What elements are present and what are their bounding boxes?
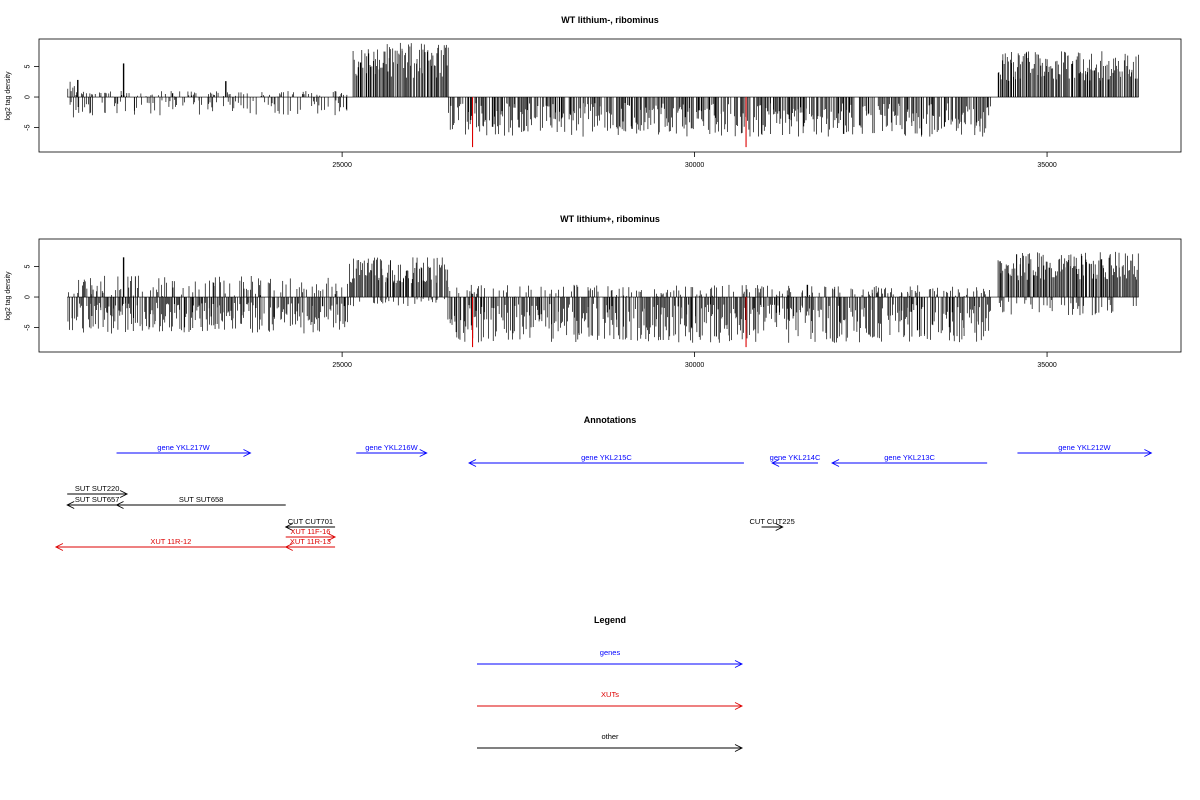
- feature-label: SUT SUT658: [179, 495, 223, 504]
- panel-2-title: WT lithium+, ribominus: [560, 214, 660, 224]
- feature-label: gene YKL217W: [157, 443, 210, 452]
- annotations-title: Annotations: [584, 415, 637, 425]
- legend-label: XUTs: [601, 690, 619, 699]
- annotation-features: gene YKL217W gene YKL216W gene YKL215C gene…: [54, 443, 1153, 551]
- legend-label: genes: [600, 648, 621, 657]
- panel-1-y-tick-label-0: -5: [25, 124, 32, 130]
- legend-arrow-1-arrowhead: [734, 702, 744, 710]
- feature-sut-sut220[interactable]: SUT SUT220: [67, 484, 129, 498]
- panel-1-frame: [38, 38, 1182, 153]
- legend-item-genes: genes: [477, 648, 744, 668]
- feature-cut-cut701-arrowhead: [284, 523, 293, 531]
- panel-2-bars: [67, 251, 1139, 348]
- panel-2-frame: [38, 238, 1182, 353]
- feature-label: XUT 11F-16: [290, 527, 330, 536]
- legend-label: other: [601, 732, 619, 741]
- feature-cut-cut225[interactable]: CUT CUT225: [749, 517, 795, 531]
- feature-xut-11r-12[interactable]: XUT 11R-12: [54, 537, 286, 551]
- feature-sut-sut658[interactable]: SUT SUT658: [115, 495, 286, 509]
- panel-2-y-tick-label-0: -5: [25, 324, 32, 330]
- legend-item-xuts: XUTs: [477, 690, 744, 710]
- legend-arrow-2-arrowhead: [734, 744, 744, 752]
- feature-gene-ykl216w[interactable]: gene YKL216W: [356, 443, 428, 457]
- panel-2-y-tick-label-2: 5: [25, 264, 32, 268]
- feature-gene-ykl217w[interactable]: gene YKL217W: [116, 443, 252, 457]
- feature-xut-11r-13-arrowhead: [284, 543, 293, 551]
- panel-lithium-plus: WT lithium+, ribominus log2 tag density …: [5, 214, 1182, 369]
- panel-2-x-tick-label-2: 35000: [1037, 362, 1057, 369]
- feature-label: XUT 11R-12: [150, 537, 191, 546]
- panel-1-x-tick-label-0: 25000: [332, 162, 352, 169]
- panel-2-x-tick-label-1: 30000: [685, 362, 705, 369]
- feature-gene-ykl216w-arrowhead: [419, 449, 428, 457]
- panel-2-y-axis-label: log2 tag density: [5, 271, 12, 321]
- legend-title: Legend: [594, 615, 626, 625]
- feature-label: gene YKL213C: [884, 453, 935, 462]
- feature-gene-ykl215c-arrowhead: [468, 459, 477, 467]
- legend-items: genes XUTs other: [477, 648, 744, 752]
- feature-sut-sut657[interactable]: SUT SUT657: [66, 495, 128, 509]
- panel-1-y-axis-label: log2 tag density: [5, 71, 12, 121]
- feature-xut-11f-16[interactable]: XUT 11F-16: [285, 527, 337, 541]
- panel-2-axes: 25000 30000 35000 -5 0 5: [25, 264, 1057, 369]
- feature-gene-ykl213c[interactable]: gene YKL213C: [831, 453, 988, 467]
- feature-gene-ykl215c[interactable]: gene YKL215C: [468, 453, 744, 467]
- feature-label: gene YKL212W: [1058, 443, 1111, 452]
- feature-label: SUT SUT657: [75, 495, 119, 504]
- feature-cut-cut225-arrowhead: [775, 523, 784, 531]
- legend-panel: Legend genes XUTs other: [477, 615, 744, 752]
- panel-1-title: WT lithium-, ribominus: [561, 15, 659, 25]
- feature-xut-11r-12-arrowhead: [54, 543, 64, 551]
- feature-label: SUT SUT220: [75, 484, 119, 493]
- feature-xut-11f-16-arrowhead: [327, 533, 337, 541]
- feature-label: CUT CUT225: [749, 517, 794, 526]
- feature-sut-sut657-arrowhead: [66, 501, 75, 509]
- panel-1-y-tick-label-2: 5: [25, 64, 32, 68]
- feature-gene-ykl217w-arrowhead: [243, 449, 252, 457]
- feature-sut-sut658-arrowhead: [115, 501, 124, 509]
- feature-cut-cut701[interactable]: CUT CUT701: [284, 517, 336, 531]
- feature-gene-ykl212w-arrowhead: [1144, 449, 1153, 457]
- panel-1-axes: 25000 30000 35000 -5 0 5: [25, 64, 1057, 169]
- feature-label: gene YKL214C: [770, 453, 821, 462]
- panel-2-y-tick-label-1: 0: [25, 295, 32, 299]
- panel-1-x-tick-label-2: 35000: [1037, 162, 1057, 169]
- annotations-panel: Annotations gene YKL217W gene YKL216Wgene…: [54, 415, 1153, 551]
- feature-gene-ykl214c[interactable]: gene YKL214C: [770, 453, 821, 467]
- feature-label: CUT CUT701: [288, 517, 333, 526]
- feature-gene-ykl212w[interactable]: gene YKL212W: [1017, 443, 1153, 457]
- feature-label: gene YKL215C: [581, 453, 632, 462]
- feature-xut-11r-13[interactable]: XUT 11R-13: [284, 537, 336, 551]
- panel-2-x-tick-label-0: 25000: [332, 362, 352, 369]
- panel-1-y-tick-label-1: 0: [25, 95, 32, 99]
- panel-1-bars: [67, 42, 1139, 148]
- feature-sut-sut220-arrowhead: [119, 490, 129, 498]
- panel-1-x-tick-label-1: 30000: [685, 162, 705, 169]
- feature-label: gene YKL216W: [365, 443, 418, 452]
- feature-gene-ykl213c-arrowhead: [831, 459, 840, 467]
- legend-item-other: other: [477, 732, 744, 752]
- panel-lithium-minus: WT lithium-, ribominus log2 tag density …: [5, 15, 1182, 169]
- legend-arrow-0-arrowhead: [734, 660, 744, 668]
- feature-label: XUT 11R-13: [290, 537, 331, 546]
- feature-gene-ykl214c-arrowhead: [771, 459, 780, 467]
